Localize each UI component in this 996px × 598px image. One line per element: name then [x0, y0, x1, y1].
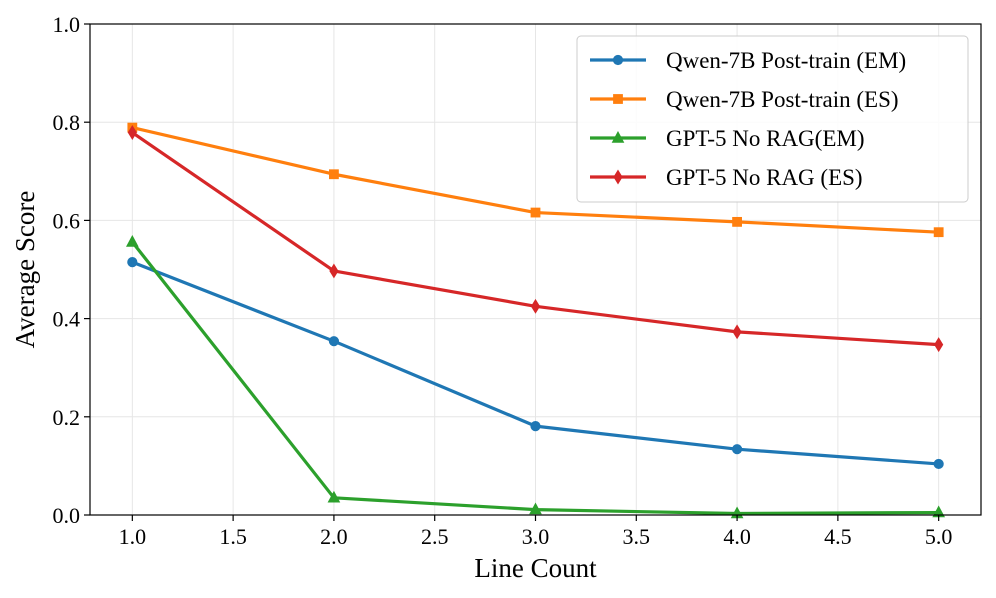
data-point	[328, 336, 340, 347]
data-point	[933, 227, 944, 238]
axis-ticks: 1.0 1.5 2.0 2.5 3.0 3.5 4.0 4.5 5.0 0.0 0.2 0.4 0.6 0…	[53, 12, 953, 549]
y-tick-label: 0.2	[53, 405, 81, 430]
x-tick-label: 3.5	[623, 524, 651, 549]
legend-item: GPT-5 No RAG(EM)	[590, 126, 865, 151]
legend-item: Qwen-7B Post-train (EM)	[590, 48, 906, 73]
data-point	[127, 257, 138, 268]
legend-item: Qwen-7B Post-train (ES)	[590, 87, 899, 112]
legend-box	[576, 35, 969, 203]
data-point	[530, 421, 541, 432]
data-point	[732, 324, 742, 340]
series-4	[127, 125, 944, 353]
legend-marker	[611, 130, 625, 143]
legend-marker	[612, 54, 624, 66]
legend-label: GPT-5 No RAG(EM)	[666, 126, 865, 151]
x-tick-label: 1.0	[119, 524, 147, 549]
y-tick-label: 0.0	[53, 503, 81, 528]
data-point	[934, 337, 944, 353]
legend-marker	[613, 94, 623, 104]
x-tick-label: 2.5	[421, 524, 449, 549]
legend-marker	[613, 169, 623, 185]
x-tick-label: 2.0	[320, 524, 348, 549]
y-axis-label: Average Score	[10, 191, 40, 349]
data-point	[329, 169, 339, 180]
data-point	[329, 263, 339, 279]
legend: Qwen-7B Post-train (EM) Qwen-7B Post-trai…	[576, 35, 969, 203]
y-tick-label: 1.0	[53, 12, 81, 37]
y-tick-label: 0.8	[53, 110, 81, 135]
series-3	[125, 234, 946, 519]
data-point	[731, 444, 743, 455]
data-point	[125, 234, 139, 247]
y-tick-label: 0.4	[53, 307, 81, 332]
x-tick-label: 4.5	[824, 524, 852, 549]
data-point	[127, 125, 137, 140]
data-point	[530, 207, 541, 218]
data-point	[732, 216, 742, 227]
y-tick-label: 0.6	[53, 208, 81, 233]
data-point	[530, 298, 541, 314]
x-tick-label: 1.5	[219, 524, 247, 549]
legend-label: GPT-5 No RAG (ES)	[666, 165, 863, 190]
data-point	[933, 458, 944, 470]
legend-label: Qwen-7B Post-train (EM)	[666, 48, 906, 73]
x-axis-label: Line Count	[474, 553, 597, 583]
series-layer	[125, 122, 946, 519]
data-point	[327, 490, 341, 503]
series-1	[127, 257, 944, 470]
data-point	[529, 502, 542, 515]
x-tick-label: 5.0	[925, 524, 953, 549]
legend-label: Qwen-7B Post-train (ES)	[666, 87, 899, 112]
legend-item: GPT-5 No RAG (ES)	[590, 165, 863, 190]
x-tick-label: 4.0	[723, 524, 751, 549]
x-tick-label: 3.0	[522, 524, 550, 549]
